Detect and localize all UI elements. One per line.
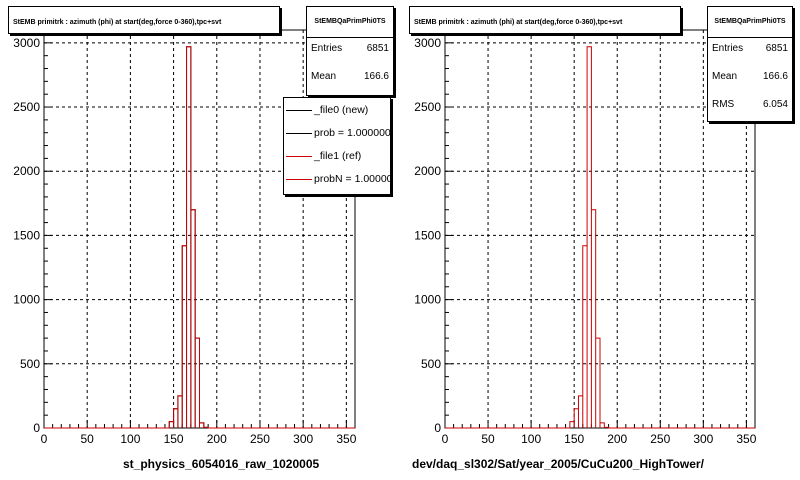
left-y-tick-label: 3000 — [13, 36, 40, 50]
left-stats-mean-label: Mean — [311, 71, 337, 82]
right-title-box: StEMB primitrk : azimuth (phi) at start(… — [409, 6, 681, 34]
right-stats-mean-label: Mean — [712, 71, 738, 82]
right-x-axis-title: dev/daq_sl302/Sat/year_2005/CuCu200_High… — [412, 457, 704, 471]
left-y-tick-label: 1000 — [13, 293, 40, 307]
right-y-tick-label: 1500 — [414, 228, 441, 242]
right-y-tick-label: 2000 — [414, 164, 441, 178]
left-stats-box: StEMBQaPrimPhi0TS Entries 6851 Mean 166.… — [306, 6, 394, 96]
legend-line-prob — [286, 133, 312, 134]
right-x-tick-label: 50 — [481, 432, 495, 446]
legend-entry-file0: _file0 (new) — [284, 101, 390, 121]
left-legend: _file0 (new) prob = 1.000000 _file1 (ref… — [283, 97, 391, 195]
right-x-tick-label: 0 — [442, 432, 449, 446]
left-histogram-title: StEMB primitrk : azimuth (phi) at start(… — [13, 19, 222, 26]
right-stats-box: StEMBQaPrimPhi0TS Entries 6851 Mean 166.… — [707, 6, 793, 122]
left-stats-name: StEMBQaPrimPhi0TS — [307, 7, 393, 38]
left-y-tick-label: 1500 — [13, 228, 40, 242]
left-x-tick-label: 350 — [336, 432, 356, 446]
right-y-tick-label: 1000 — [414, 293, 441, 307]
left-x-tick-label: 100 — [120, 432, 140, 446]
legend-entry-probn: probN = 1.000000 — [284, 170, 390, 190]
legend-label-probn: probN = 1.000000 — [314, 173, 391, 185]
left-stats-mean-value: 166.6 — [363, 71, 389, 82]
legend-entry-prob: prob = 1.000000 — [284, 124, 390, 144]
left-y-tick-label: 0 — [33, 421, 40, 435]
legend-entry-file1: _file1 (ref) — [284, 147, 390, 167]
right-x-tick-label: 100 — [521, 432, 541, 446]
right-x-tick-label: 200 — [607, 432, 627, 446]
left-stats-entries-label: Entries — [311, 43, 343, 54]
right-stats-entries-label: Entries — [712, 43, 744, 54]
right-series-file1ref — [445, 46, 755, 429]
left-x-tick-label: 200 — [207, 432, 227, 446]
right-stats-name: StEMBQaPrimPhi0TS — [708, 7, 792, 38]
legend-line-file1 — [286, 156, 312, 157]
left-series-file1ref — [44, 46, 355, 429]
right-stats-mean-value: 166.6 — [762, 71, 788, 82]
right-histogram-title: StEMB primitrk : azimuth (phi) at start(… — [414, 19, 623, 26]
left-x-tick-label: 0 — [41, 432, 48, 446]
legend-line-probn — [286, 179, 312, 180]
right-y-tick-label: 2500 — [414, 100, 441, 114]
right-y-tick-label: 0 — [434, 421, 441, 435]
left-y-tick-label: 500 — [20, 357, 40, 371]
left-x-tick-label: 150 — [164, 432, 184, 446]
legend-label-file1: _file1 (ref) — [314, 150, 362, 162]
right-stats-rms-label: RMS — [712, 99, 735, 110]
left-x-tick-label: 300 — [293, 432, 313, 446]
left-title-box: StEMB primitrk : azimuth (phi) at start(… — [8, 6, 280, 34]
right-y-tick-label: 3000 — [414, 36, 441, 50]
legend-label-file0: _file0 (new) — [314, 104, 369, 116]
left-x-tick-label: 250 — [250, 432, 270, 446]
right-x-tick-label: 150 — [564, 432, 584, 446]
left-y-tick-label: 2000 — [13, 164, 40, 178]
right-x-tick-label: 350 — [736, 432, 756, 446]
legend-label-prob: prob = 1.000000 — [314, 127, 391, 139]
left-stats-entries-value: 6851 — [366, 43, 389, 54]
right-x-tick-label: 300 — [693, 432, 713, 446]
left-x-tick-label: 50 — [81, 432, 95, 446]
right-stats-rms-value: 6.054 — [762, 99, 788, 110]
right-y-tick-label: 500 — [421, 357, 441, 371]
right-stats-entries-value: 6851 — [765, 43, 788, 54]
left-y-tick-label: 2500 — [13, 100, 40, 114]
legend-line-file0 — [286, 110, 312, 111]
right-x-tick-label: 250 — [650, 432, 670, 446]
left-x-axis-title: st_physics_6054016_raw_1020005 — [123, 457, 320, 471]
